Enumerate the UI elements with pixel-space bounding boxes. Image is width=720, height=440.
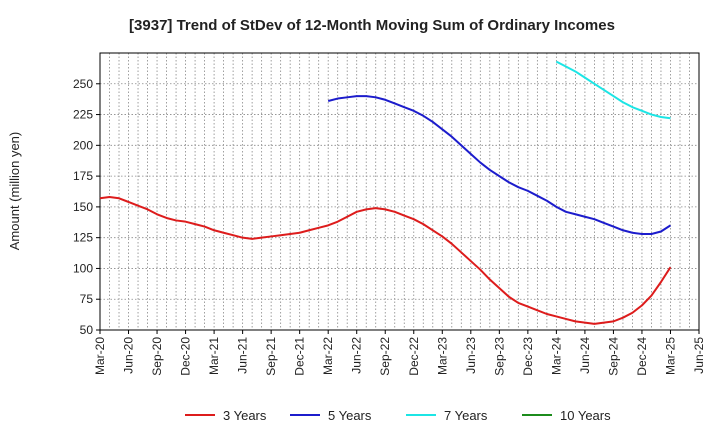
- x-tick-label: Mar-20: [93, 337, 107, 375]
- series-line-5-years: [327, 95, 672, 235]
- legend: 3 Years 5 Years 7 Years 10 Years: [185, 408, 611, 423]
- y-axis: 50 75 100 125 150 175 200 225 250: [73, 77, 100, 337]
- grid: [100, 52, 699, 330]
- y-tick-label: 250: [73, 77, 93, 91]
- x-tick-label: Mar-22: [321, 337, 335, 375]
- x-tick-label: Mar-21: [207, 337, 221, 375]
- series-lines: [99, 60, 672, 325]
- x-axis: Mar-20 Jun-20 Sep-20 Dec-20 Mar-21 Jun-21 Sep-…: [93, 330, 706, 376]
- x-tick-label: Dec-20: [179, 337, 193, 376]
- y-tick-label: 200: [73, 138, 93, 152]
- x-tick-label: Sep-22: [378, 337, 392, 376]
- series-line-3-years: [99, 196, 672, 325]
- chart-title: [3937] Trend of StDev of 12-Month Moving…: [129, 17, 615, 34]
- y-tick-label: 75: [80, 292, 94, 306]
- plot-frame: [99, 52, 700, 331]
- x-tick-label: Jun-23: [464, 337, 478, 374]
- x-tick-label: Dec-23: [521, 337, 535, 376]
- y-tick-label: 175: [73, 169, 93, 183]
- x-tick-label: Jun-24: [578, 337, 592, 374]
- x-tick-label: Dec-24: [635, 337, 649, 376]
- legend-label: 10 Years: [560, 408, 611, 423]
- y-tick-label: 150: [73, 200, 93, 214]
- x-tick-label: Mar-25: [663, 337, 677, 375]
- x-tick-label: Sep-20: [150, 337, 164, 376]
- x-tick-label: Mar-23: [435, 337, 449, 375]
- legend-label: 7 Years: [444, 408, 488, 423]
- x-tick-label: Dec-21: [293, 337, 307, 376]
- y-axis-label: Amount (million yen): [7, 132, 22, 251]
- x-tick-label: Dec-22: [407, 337, 421, 376]
- y-tick-label: 100: [73, 261, 93, 275]
- x-tick-label: Sep-24: [606, 337, 620, 376]
- x-tick-label: Mar-24: [549, 337, 563, 375]
- x-tick-label: Sep-23: [492, 337, 506, 376]
- x-tick-label: Sep-21: [264, 337, 278, 376]
- x-tick-label: Jun-21: [236, 337, 250, 374]
- y-tick-label: 225: [73, 108, 93, 122]
- legend-label: 5 Years: [328, 408, 372, 423]
- x-tick-label: Jun-20: [122, 337, 136, 374]
- legend-label: 3 Years: [223, 408, 267, 423]
- y-tick-label: 125: [73, 231, 93, 245]
- x-tick-label: Jun-25: [692, 337, 706, 374]
- y-tick-label: 50: [80, 323, 94, 337]
- x-tick-label: Jun-22: [350, 337, 364, 374]
- series-line-7-years: [555, 60, 671, 120]
